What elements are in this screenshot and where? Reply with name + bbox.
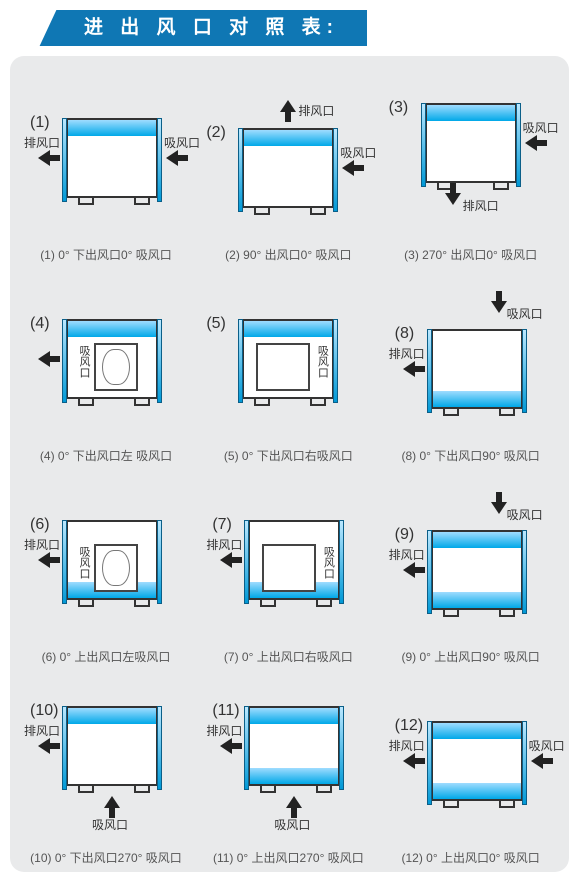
cell-caption: (8) 0° 下出风口90° 吸风口 (381, 447, 561, 464)
port-label: 吸风口 (507, 506, 543, 523)
port-label: 排风口 (206, 722, 242, 739)
cell-number: (11) (212, 702, 239, 720)
unit-box (425, 103, 517, 183)
panel-label: 吸风口 (320, 546, 336, 579)
cell-number: (2) (206, 124, 226, 142)
arrow-down (491, 301, 507, 313)
cell-caption: (5) 0° 下出风口右吸风口 (198, 447, 378, 464)
cell-number: (1) (30, 114, 50, 132)
cell-caption: (6) 0° 上出风口左吸风口 (16, 648, 196, 665)
inner-panel (94, 544, 138, 592)
unit-box (66, 118, 158, 198)
arrow-left (525, 135, 537, 151)
unit-box: 吸风口 (248, 520, 340, 600)
port-label: 排风口 (24, 722, 60, 739)
cell-caption: (7) 0° 上出风口右吸风口 (198, 648, 378, 665)
unit-box (431, 721, 523, 801)
port-label: 吸风口 (274, 816, 310, 833)
arrow-left (403, 753, 415, 769)
panel-label: 吸风口 (76, 546, 92, 579)
arrow-left (166, 150, 178, 166)
port-label: 排风口 (389, 737, 425, 754)
cell-caption: (1) 0° 下出风口0° 吸风口 (16, 246, 196, 263)
port-label: 排风口 (24, 536, 60, 553)
arrow-left (403, 361, 415, 377)
arrow-up (286, 796, 302, 808)
cell-caption: (9) 0° 上出风口90° 吸风口 (381, 648, 561, 665)
unit-box (248, 706, 340, 786)
port-label: 吸风口 (529, 737, 565, 754)
cell-caption: (12) 0° 上出风口0° 吸风口 (381, 849, 561, 866)
cell-caption: (4) 0° 下出风口左 吸风口 (16, 447, 196, 464)
arrow-left (38, 351, 50, 367)
arrow-left (403, 562, 415, 578)
diagram-cell: (9) 排风口 吸风口 (9) 0° 上出风口90° 吸风口 (381, 470, 561, 665)
port-label: 吸风口 (340, 144, 376, 161)
unit-box (431, 530, 523, 610)
inner-panel (256, 343, 310, 391)
port-label: 排风口 (389, 345, 425, 362)
arrow-down (491, 502, 507, 514)
diagram-cell: (11) 排风口吸风口 (11) 0° 上出风口270° 吸风口 (198, 671, 378, 866)
port-label: 吸风口 (507, 305, 543, 322)
unit-box (66, 706, 158, 786)
arrow-down (445, 193, 461, 205)
cell-caption: (2) 90° 出风口0° 吸风口 (198, 246, 378, 263)
arrow-left (220, 738, 232, 754)
unit-box: 吸风口 (242, 319, 334, 399)
port-label: 排风口 (298, 102, 334, 119)
arrow-left (38, 552, 50, 568)
arrow-left (531, 753, 543, 769)
panel-label: 吸风口 (314, 345, 330, 378)
port-label: 吸风口 (164, 134, 200, 151)
arrow-left (342, 160, 354, 176)
cell-number: (10) (30, 702, 58, 720)
title-text: 进 出 风 口 对 照 表: (60, 10, 367, 46)
cell-number: (4) (30, 315, 50, 333)
port-label: 排风口 (24, 134, 60, 151)
arrow-left (38, 150, 50, 166)
panel-label: 吸风口 (76, 345, 92, 378)
cell-number: (7) (212, 516, 232, 534)
page: 进 出 风 口 对 照 表: (1)排风口吸风口(1) 0° 下出风口0° 吸风… (0, 0, 579, 892)
cell-number: (8) (395, 325, 415, 343)
cell-number: (6) (30, 516, 50, 534)
diagram-cell: (12)排风口吸风口(12) 0° 上出风口0° 吸风口 (381, 671, 561, 866)
diagram-cell: (6) 吸风口排风口 (6) 0° 上出风口左吸风口 (16, 470, 196, 665)
cell-caption: (10) 0° 下出风口270° 吸风口 (16, 849, 196, 866)
port-label: 吸风口 (92, 816, 128, 833)
port-label: 排风口 (389, 546, 425, 563)
port-label: 吸风口 (523, 119, 559, 136)
cell-caption: (11) 0° 上出风口270° 吸风口 (198, 849, 378, 866)
diagram-cell: (1)排风口吸风口(1) 0° 下出风口0° 吸风口 (16, 68, 196, 263)
diagram-cell: (7) 吸风口 排风口 (7) 0° 上出风口右吸风口 (198, 470, 378, 665)
unit-box (242, 128, 334, 208)
diagram-grid: (1)排风口吸风口(1) 0° 下出风口0° 吸风口(2)吸风口排风口(2) 9… (10, 56, 569, 872)
arrow-left (220, 552, 232, 568)
unit-box: 吸风口 (66, 319, 158, 399)
diagram-cell: (5) 吸风口 (5) 0° 下出风口右吸风口 (198, 269, 378, 464)
unit-box: 吸风口 (66, 520, 158, 600)
port-label: 排风口 (463, 197, 499, 214)
inner-panel (262, 544, 316, 592)
diagram-cell: (8) 排风口 吸风口 (8) 0° 下出风口90° 吸风口 (381, 269, 561, 464)
title-banner: 进 出 风 口 对 照 表: (20, 10, 579, 46)
inner-panel (94, 343, 138, 391)
unit-box (431, 329, 523, 409)
cell-number: (3) (389, 99, 409, 117)
arrow-up (280, 100, 296, 112)
diagram-cell: (10) 排风口吸风口 (10) 0° 下出风口270° 吸风口 (16, 671, 196, 866)
arrow-up (104, 796, 120, 808)
arrow-left (38, 738, 50, 754)
cell-number: (5) (206, 315, 226, 333)
cell-caption: (3) 270° 出风口0° 吸风口 (381, 246, 561, 263)
cell-number: (9) (395, 526, 415, 544)
port-label: 排风口 (206, 536, 242, 553)
diagram-cell: (4) 吸风口 (4) 0° 下出风口左 吸风口 (16, 269, 196, 464)
cell-number: (12) (395, 717, 423, 735)
diagram-cell: (2) 吸风口 排风口 (2) 90° 出风口0° 吸风口 (198, 68, 378, 263)
diagram-cell: (3) 吸风口排风口 (3) 270° 出风口0° 吸风口 (381, 68, 561, 263)
